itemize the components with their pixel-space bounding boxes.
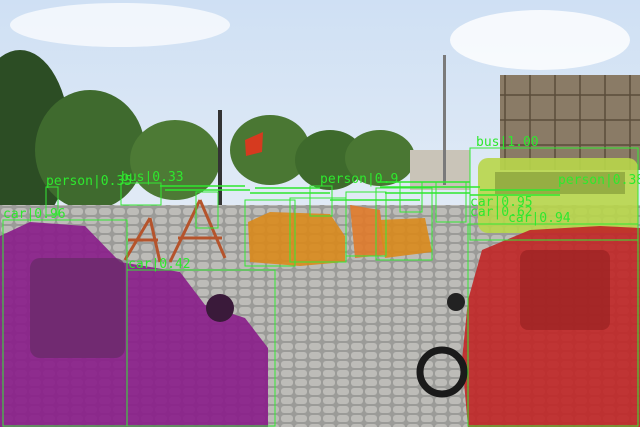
label-car-0-94: car|0.94 [508,211,571,226]
label-person-0-38: person|0.38 [558,173,640,188]
street-lamp [218,110,222,260]
mask-car-right [462,226,640,427]
box-motorcycle [345,191,387,257]
label-person-0-35: person|0.35 [46,174,132,189]
box-motorcycle [375,187,433,261]
label-bus-1-00: bus|1.00 [476,135,539,150]
box-car-0-94 [467,223,639,427]
mask-car-left [0,222,268,427]
box-bus-1-00 [469,147,639,241]
label-car-0-96: car|0.96 [3,207,66,222]
flag [245,132,263,156]
label-bus-0-33: bus|0.33 [121,170,184,185]
label-person-0-9: person|0.9 [320,172,398,187]
label-car-0-62: car|0.62 [470,205,533,220]
box-motorcycle [244,199,296,267]
cloud [450,10,630,70]
cloud [10,3,230,47]
box-person [45,186,59,216]
box-person [309,185,333,217]
label-car-0-42: car|0.42 [128,257,191,272]
motorcycle-wheel [416,293,468,398]
barriers [123,199,227,263]
box-bus-0-33 [120,182,162,206]
scaffold-building [500,75,640,170]
tree-line [0,50,415,230]
label-car-0-95: car|0.95 [470,195,533,210]
station-building [410,150,470,190]
lamp-post [443,55,446,185]
box-car-0-42 [126,269,276,427]
detection-boxes [2,147,639,427]
box-person [195,191,219,229]
overlapping-labels [160,181,560,201]
